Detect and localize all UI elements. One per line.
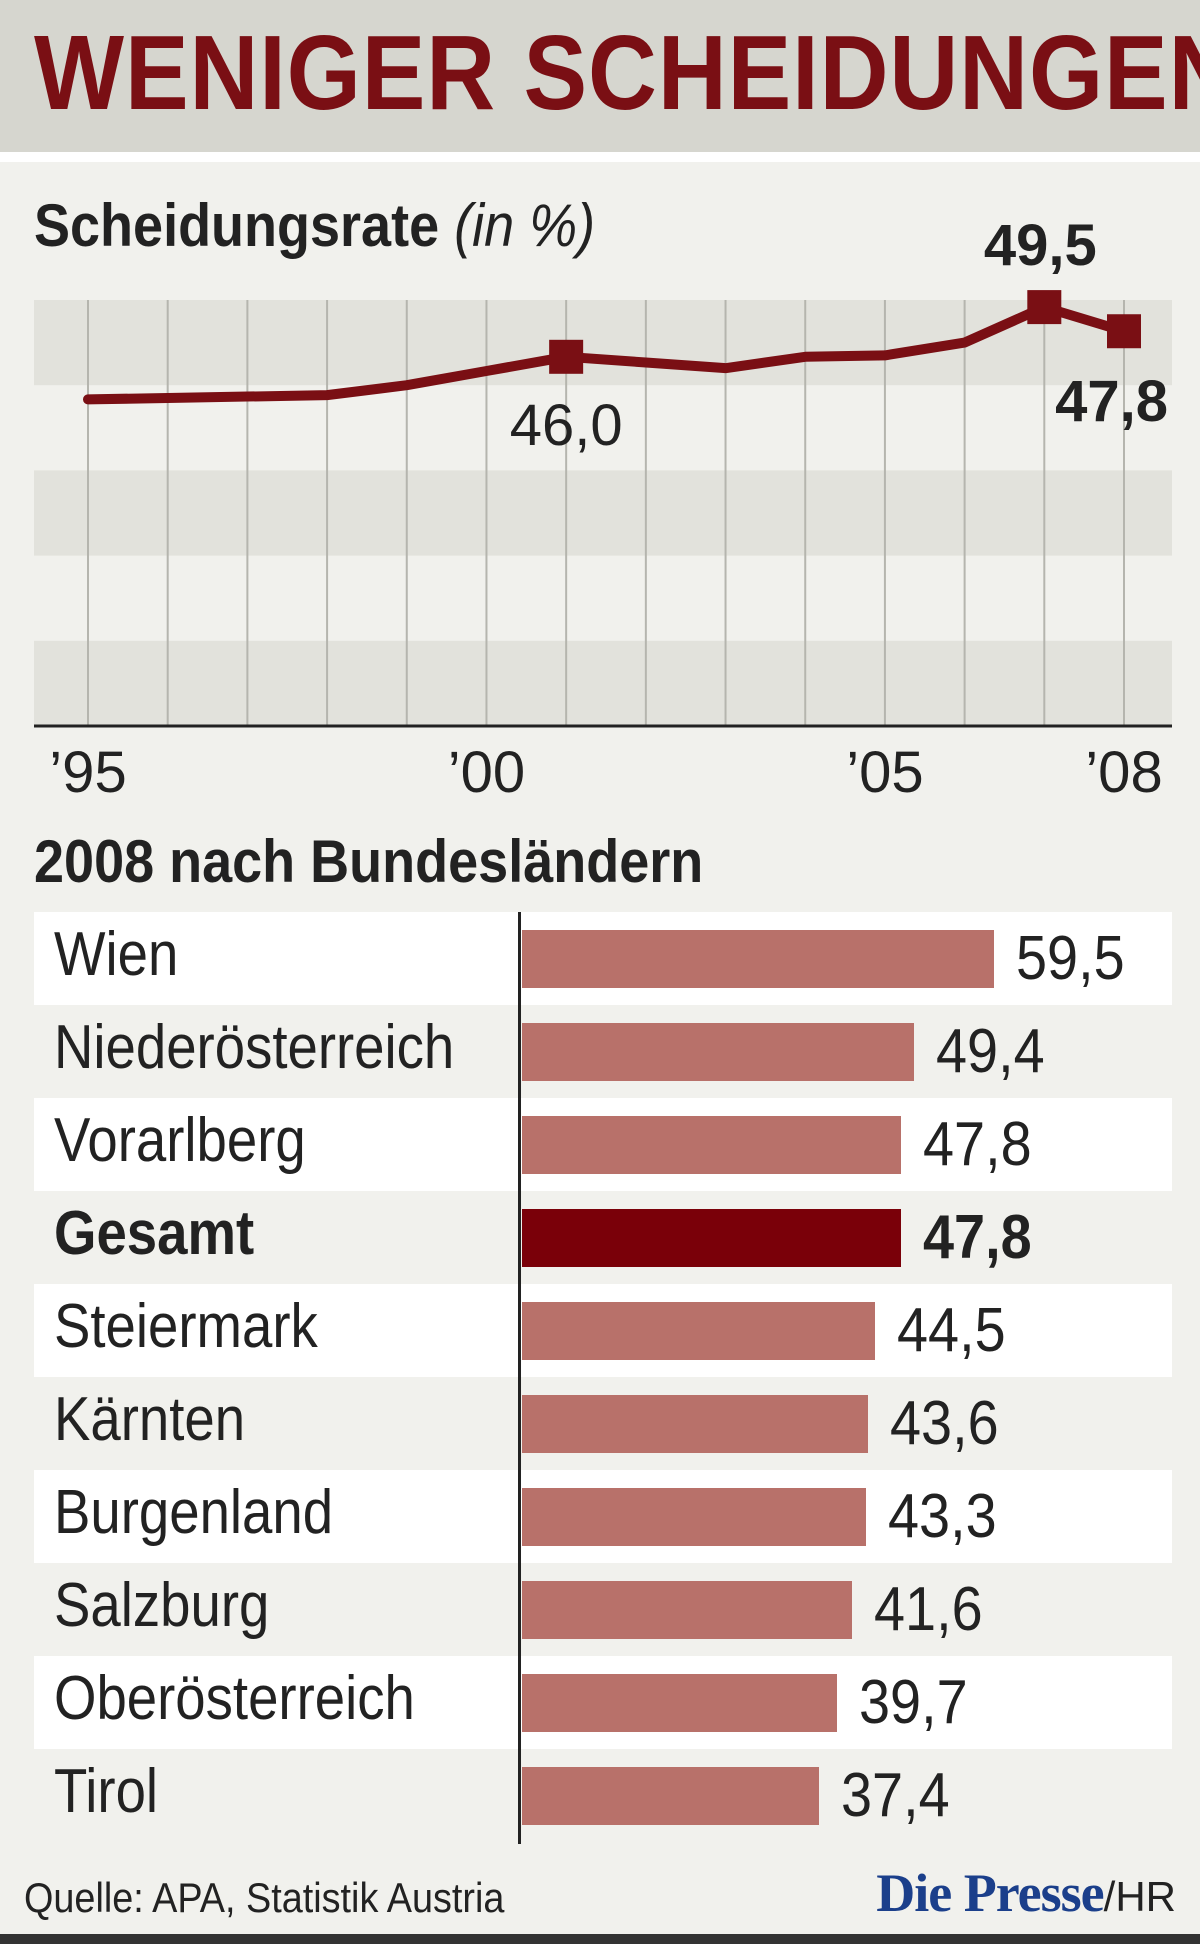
bar	[522, 1395, 868, 1453]
x-tick-label: ’95	[49, 740, 126, 805]
bar-row: Wien 59,5	[34, 912, 1172, 1005]
bar-chart-title: 2008 nach Bundesländern	[34, 828, 704, 895]
bar-value-label: 43,6	[889, 1389, 999, 1458]
brand-logo-text: Die Presse	[876, 1863, 1104, 1923]
line-chart-x-tick-labels: ’95 ’00 ’05 ’08	[49, 740, 1162, 805]
bar-row: Oberösterreich 39,7	[34, 1656, 1172, 1749]
publisher-brand: Die Presse/HR	[876, 1866, 1176, 1920]
bar-category-label: Oberösterreich	[54, 1664, 415, 1733]
header-divider	[0, 152, 1200, 162]
source-note: Quelle: APA, Statistik Austria	[24, 1874, 505, 1921]
bar-chart-axis	[518, 912, 521, 1844]
bar-value-label: 37,4	[840, 1761, 950, 1830]
bar-row: Kärnten 43,6	[34, 1377, 1172, 1470]
bar	[522, 1767, 819, 1825]
bar-value-label: 47,8	[923, 1203, 1032, 1272]
marker-label: 49,5	[984, 213, 1097, 278]
grid-band	[34, 640, 1172, 726]
bar	[522, 1023, 914, 1081]
main-title: WENIGER SCHEIDUNGEN	[34, 14, 1200, 132]
x-tick-label: ’05	[846, 740, 923, 805]
bar	[522, 930, 995, 988]
bar	[522, 1581, 853, 1639]
line-chart-title: Scheidungsrate (in %)	[34, 196, 595, 256]
brand-suffix: /HR	[1103, 1873, 1176, 1920]
x-tick-label: ’08	[1085, 740, 1162, 805]
bar-value-label: 44,5	[897, 1296, 1006, 1365]
bar	[522, 1302, 876, 1360]
bar-row: Steiermark 44,5	[34, 1284, 1172, 1377]
line-chart-series	[83, 302, 1129, 405]
line-chart-bands	[34, 300, 1172, 726]
line-chart: 46,0 49,5 47,8 ’95 ’00 ’05 ’08	[34, 213, 1172, 805]
line-marker	[549, 339, 584, 374]
bottom-rule	[0, 1934, 1200, 1944]
bar-row: Salzburg 41,6	[34, 1563, 1172, 1656]
line-chart-gridlines	[87, 300, 1125, 726]
line-chart-markers	[549, 290, 1141, 374]
bar-row: Gesamt 47,8	[34, 1191, 1172, 1284]
bar-row: Vorarlberg 47,8	[34, 1098, 1172, 1191]
bar-category-label: Wien	[54, 920, 179, 989]
bar-value-label: 59,5	[1016, 924, 1125, 993]
bar-row: Niederösterreich 49,4	[34, 1005, 1172, 1098]
line-chart-title-text: Scheidungsrate	[34, 192, 440, 259]
line-chart-title-unit: (in %)	[454, 192, 596, 259]
x-tick-label: ’00	[448, 740, 525, 805]
bar-category-label: Vorarlberg	[54, 1106, 306, 1175]
line-marker	[1107, 314, 1141, 349]
bar-category-label: Niederösterreich	[54, 1013, 455, 1082]
header-banner	[0, 0, 1200, 152]
bar-category-label: Salzburg	[54, 1571, 270, 1640]
line-chart-marker-labels: 46,0 49,5 47,8	[510, 213, 1168, 458]
bar-value-label: 39,7	[858, 1668, 968, 1737]
marker-label: 47,8	[1055, 369, 1168, 434]
bar-value-label: 43,3	[887, 1482, 997, 1551]
marker-label: 46,0	[510, 393, 623, 458]
bar	[522, 1116, 902, 1174]
grid-band	[34, 470, 1172, 556]
bar-value-label: 41,6	[874, 1575, 983, 1644]
line-marker	[1027, 290, 1062, 325]
bar	[522, 1488, 866, 1546]
bar-category-label: Tirol	[54, 1757, 159, 1826]
bar-chart: Tirol 37,4 Oberösterreich 39,7 Salzburg 41,6 B…	[34, 912, 1172, 1844]
bar-value-label: 47,8	[923, 1110, 1032, 1179]
bar	[522, 1674, 837, 1732]
bar-category-label: Kärnten	[54, 1385, 246, 1454]
bar-category-label: Steiermark	[54, 1292, 318, 1361]
bar-value-label: 49,4	[935, 1017, 1045, 1086]
grid-band	[34, 300, 1172, 386]
bar-row: Burgenland 43,3	[34, 1470, 1172, 1563]
bar	[522, 1209, 902, 1267]
bar-category-label: Burgenland	[54, 1478, 334, 1547]
bar-category-label: Gesamt	[54, 1199, 255, 1268]
bar-row: Tirol 37,4	[34, 1749, 1172, 1842]
